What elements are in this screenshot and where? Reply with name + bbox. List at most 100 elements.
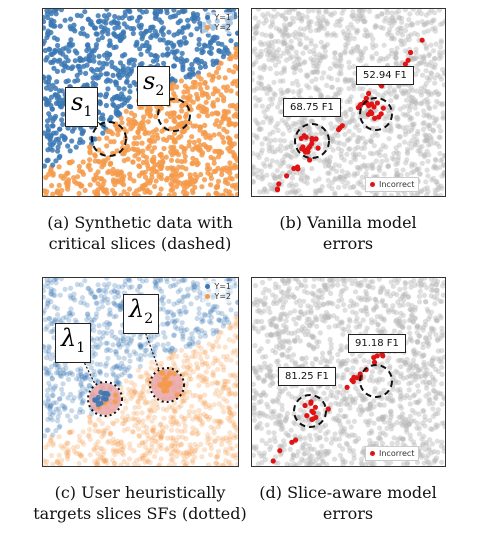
data-point bbox=[345, 78, 352, 84]
data-point bbox=[397, 321, 403, 327]
data-point bbox=[264, 422, 270, 428]
data-point bbox=[149, 436, 155, 442]
data-point bbox=[421, 98, 427, 104]
data-point bbox=[113, 363, 120, 369]
data-point bbox=[430, 376, 436, 382]
data-point bbox=[213, 460, 219, 466]
data-point bbox=[202, 80, 208, 86]
data-point bbox=[262, 377, 268, 383]
data-point bbox=[204, 436, 210, 442]
data-point bbox=[306, 456, 312, 463]
data-point bbox=[290, 32, 296, 38]
data-point bbox=[230, 69, 237, 75]
data-point bbox=[57, 140, 63, 146]
data-point bbox=[206, 133, 212, 139]
data-point bbox=[145, 415, 151, 421]
data-point bbox=[195, 326, 201, 332]
data-point bbox=[234, 157, 238, 163]
data-point bbox=[335, 413, 342, 419]
incorrect-point bbox=[276, 181, 282, 187]
data-point bbox=[385, 163, 391, 169]
data-point bbox=[73, 414, 79, 420]
data-point bbox=[296, 119, 302, 125]
data-point bbox=[356, 16, 362, 22]
data-point bbox=[254, 152, 260, 158]
data-point bbox=[433, 179, 439, 185]
data-point bbox=[95, 344, 102, 350]
data-point bbox=[226, 320, 232, 326]
data-point bbox=[394, 173, 400, 179]
data-point bbox=[90, 353, 96, 359]
data-point bbox=[385, 127, 391, 133]
data-point bbox=[195, 339, 201, 345]
data-point bbox=[315, 305, 321, 311]
data-point bbox=[310, 298, 316, 304]
data-point bbox=[346, 128, 352, 134]
incorrect-point bbox=[298, 135, 304, 142]
data-point bbox=[220, 462, 226, 466]
data-point bbox=[347, 136, 353, 142]
data-point bbox=[162, 334, 168, 340]
data-point bbox=[235, 383, 238, 389]
data-point bbox=[170, 435, 177, 441]
data-point bbox=[226, 122, 232, 128]
data-point bbox=[271, 53, 277, 59]
data-point bbox=[400, 418, 406, 424]
data-point bbox=[136, 395, 142, 401]
data-point bbox=[420, 341, 426, 347]
data-point bbox=[100, 457, 106, 463]
data-point bbox=[210, 360, 216, 366]
data-point bbox=[399, 15, 405, 21]
data-point bbox=[119, 446, 125, 452]
data-point bbox=[395, 150, 401, 156]
data-point bbox=[159, 424, 165, 431]
data-point bbox=[252, 365, 257, 371]
data-point bbox=[388, 423, 394, 429]
data-point bbox=[315, 58, 321, 64]
data-point bbox=[356, 151, 362, 157]
data-point bbox=[284, 88, 290, 94]
data-point bbox=[105, 300, 111, 306]
data-point bbox=[138, 341, 144, 348]
slice1-subscript: 1 bbox=[83, 103, 93, 120]
data-point bbox=[116, 179, 122, 185]
data-point bbox=[182, 456, 188, 462]
data-point bbox=[110, 447, 117, 453]
data-point bbox=[81, 374, 87, 380]
data-point bbox=[185, 24, 191, 30]
data-point bbox=[287, 310, 293, 316]
data-point bbox=[370, 378, 376, 384]
data-point bbox=[199, 47, 205, 53]
data-point bbox=[169, 452, 175, 458]
data-point bbox=[50, 387, 56, 393]
data-point bbox=[48, 29, 54, 36]
data-point bbox=[53, 406, 59, 412]
data-point bbox=[148, 337, 154, 343]
data-point bbox=[142, 400, 148, 406]
data-point bbox=[397, 296, 404, 302]
data-point bbox=[187, 336, 193, 342]
data-point bbox=[390, 398, 396, 404]
slice-outline-1 bbox=[294, 123, 330, 159]
data-point bbox=[287, 169, 293, 175]
data-point bbox=[211, 426, 217, 432]
data-point bbox=[388, 91, 394, 97]
data-point bbox=[206, 43, 212, 49]
data-point bbox=[300, 329, 306, 335]
data-point bbox=[299, 120, 305, 126]
data-point bbox=[61, 403, 67, 410]
data-point bbox=[91, 317, 97, 323]
data-point bbox=[308, 310, 314, 316]
data-point bbox=[199, 359, 205, 365]
data-point bbox=[56, 88, 62, 94]
data-point bbox=[176, 10, 182, 16]
slice-point bbox=[164, 374, 170, 380]
data-point bbox=[75, 367, 81, 373]
data-point bbox=[438, 54, 444, 60]
data-point bbox=[353, 124, 359, 130]
data-point bbox=[152, 345, 159, 351]
data-point bbox=[357, 179, 363, 185]
data-point bbox=[95, 13, 101, 19]
data-point bbox=[371, 143, 377, 149]
data-point bbox=[201, 177, 208, 183]
